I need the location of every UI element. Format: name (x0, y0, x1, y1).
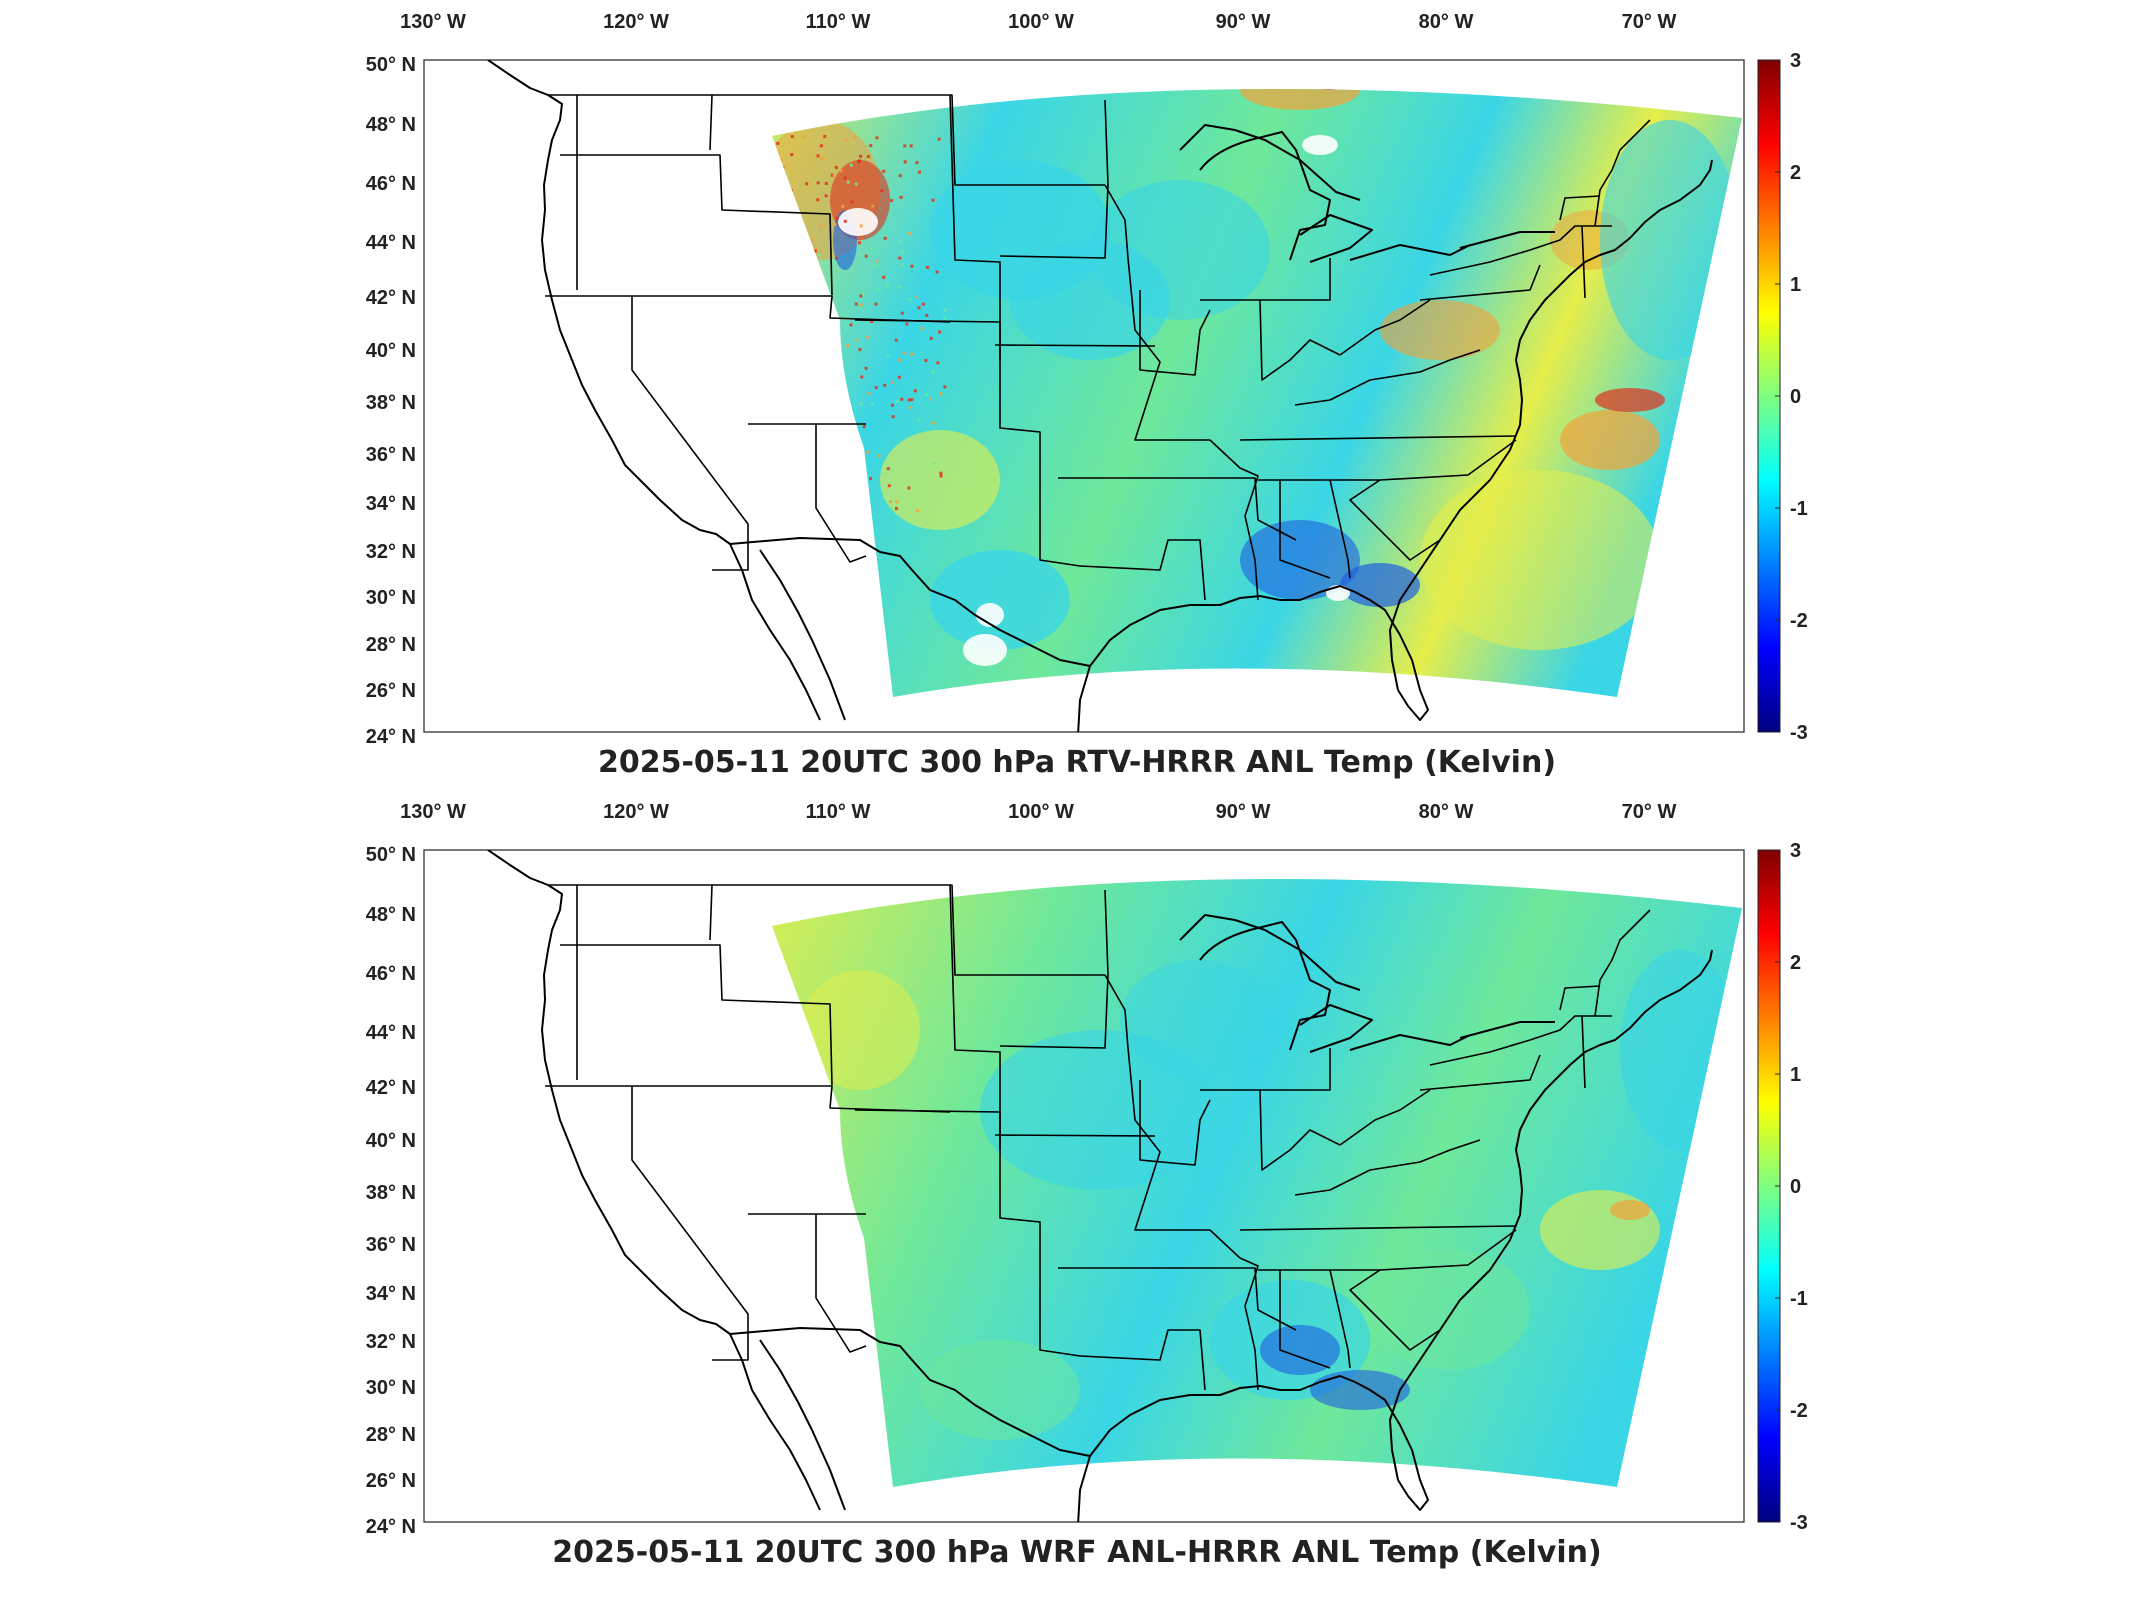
latitude-tick-label: 46° N (366, 963, 416, 985)
map-title: 2025-05-11 20UTC 300 hPa RTV-HRRR ANL Te… (598, 745, 1556, 780)
colorbar-tick-label: 0 (1790, 386, 1801, 408)
longitude-tick-label: 130° W (400, 801, 466, 823)
latitude-tick-label: 48° N (366, 904, 416, 926)
latitude-tick-label: 36° N (366, 444, 416, 466)
latitude-tick-label: 40° N (366, 340, 416, 362)
latitude-tick-label: 30° N (366, 1377, 416, 1399)
latitude-tick-label: 24° N (366, 726, 416, 748)
longitude-tick-label: 90° W (1216, 801, 1271, 823)
longitude-tick-label: 100° W (1008, 801, 1074, 823)
map-panel-rtv: 130° W 120° W 110° W 100° W 90° W 80° W 70° W 5… (0, 0, 2133, 800)
map-title: 2025-05-11 20UTC 300 hPa WRF ANL-HRRR AN… (552, 1535, 1601, 1570)
latitude-tick-label: 48° N (366, 114, 416, 136)
longitude-tick-label: 110° W (806, 801, 871, 823)
latitude-tick-label: 24° N (366, 1516, 416, 1538)
longitude-tick-label: 80° W (1419, 801, 1474, 823)
colorbar-tick-label: 0 (1790, 1176, 1801, 1198)
latitude-tick-label: 34° N (366, 493, 416, 515)
latitude-tick-label: 50° N (366, 844, 416, 866)
latitude-tick-label: 34° N (366, 1283, 416, 1305)
latitude-tick-label: 26° N (366, 1470, 416, 1492)
latitude-tick-label: 28° N (366, 1424, 416, 1446)
latitude-tick-label: 42° N (366, 287, 416, 309)
longitude-tick-label: 120° W (603, 801, 669, 823)
temperature-difference-field (760, 830, 1760, 1530)
longitude-tick-label: 100° W (1008, 11, 1074, 33)
colorbar-tick-label: 1 (1790, 274, 1801, 296)
map-panel-wrf: 130° W 120° W 110° W 100° W 90° W 80° W 70° W 5… (0, 790, 2133, 1590)
colorbar-tick-label: -2 (1790, 610, 1808, 632)
colorbar-tick-label: -3 (1790, 1512, 1808, 1534)
latitude-tick-label: 28° N (366, 634, 416, 656)
latitude-tick-label: 38° N (366, 1182, 416, 1204)
longitude-tick-label: 90° W (1216, 11, 1271, 33)
latitude-tick-label: 42° N (366, 1077, 416, 1099)
longitude-tick-label: 70° W (1622, 11, 1677, 33)
colorbar-tick-label: 2 (1790, 162, 1801, 184)
temperature-difference-field (760, 40, 1760, 740)
colorbar-tick-label: 3 (1790, 50, 1801, 72)
latitude-tick-label: 44° N (366, 232, 416, 254)
latitude-tick-label: 50° N (366, 54, 416, 76)
colorbar-tick-label: 1 (1790, 1064, 1801, 1086)
colorbar-tick-label: -1 (1790, 498, 1808, 520)
latitude-tick-label: 44° N (366, 1022, 416, 1044)
latitude-tick-label: 26° N (366, 680, 416, 702)
latitude-tick-label: 46° N (366, 173, 416, 195)
longitude-tick-label: 80° W (1419, 11, 1474, 33)
colorbar-tick-label: 3 (1790, 840, 1801, 862)
latitude-tick-label: 36° N (366, 1234, 416, 1256)
map-figure-top: 130° W 120° W 110° W 100° W 90° W 80° W 70° W 5… (0, 0, 2133, 800)
colorbar-tick-label: -1 (1790, 1288, 1808, 1310)
latitude-tick-label: 30° N (366, 587, 416, 609)
latitude-tick-label: 32° N (366, 541, 416, 563)
latitude-tick-label: 32° N (366, 1331, 416, 1353)
map-figure-bottom: 130° W 120° W 110° W 100° W 90° W 80° W 70° W 5… (0, 790, 2133, 1590)
latitude-tick-label: 38° N (366, 392, 416, 414)
longitude-tick-label: 70° W (1622, 801, 1677, 823)
longitude-tick-label: 120° W (603, 11, 669, 33)
colorbar-tick-label: -3 (1790, 722, 1808, 744)
latitude-tick-label: 40° N (366, 1130, 416, 1152)
longitude-tick-label: 130° W (400, 11, 466, 33)
colorbar-tick-label: 2 (1790, 952, 1801, 974)
colorbar-tick-label: -2 (1790, 1400, 1808, 1422)
longitude-tick-label: 110° W (806, 11, 871, 33)
